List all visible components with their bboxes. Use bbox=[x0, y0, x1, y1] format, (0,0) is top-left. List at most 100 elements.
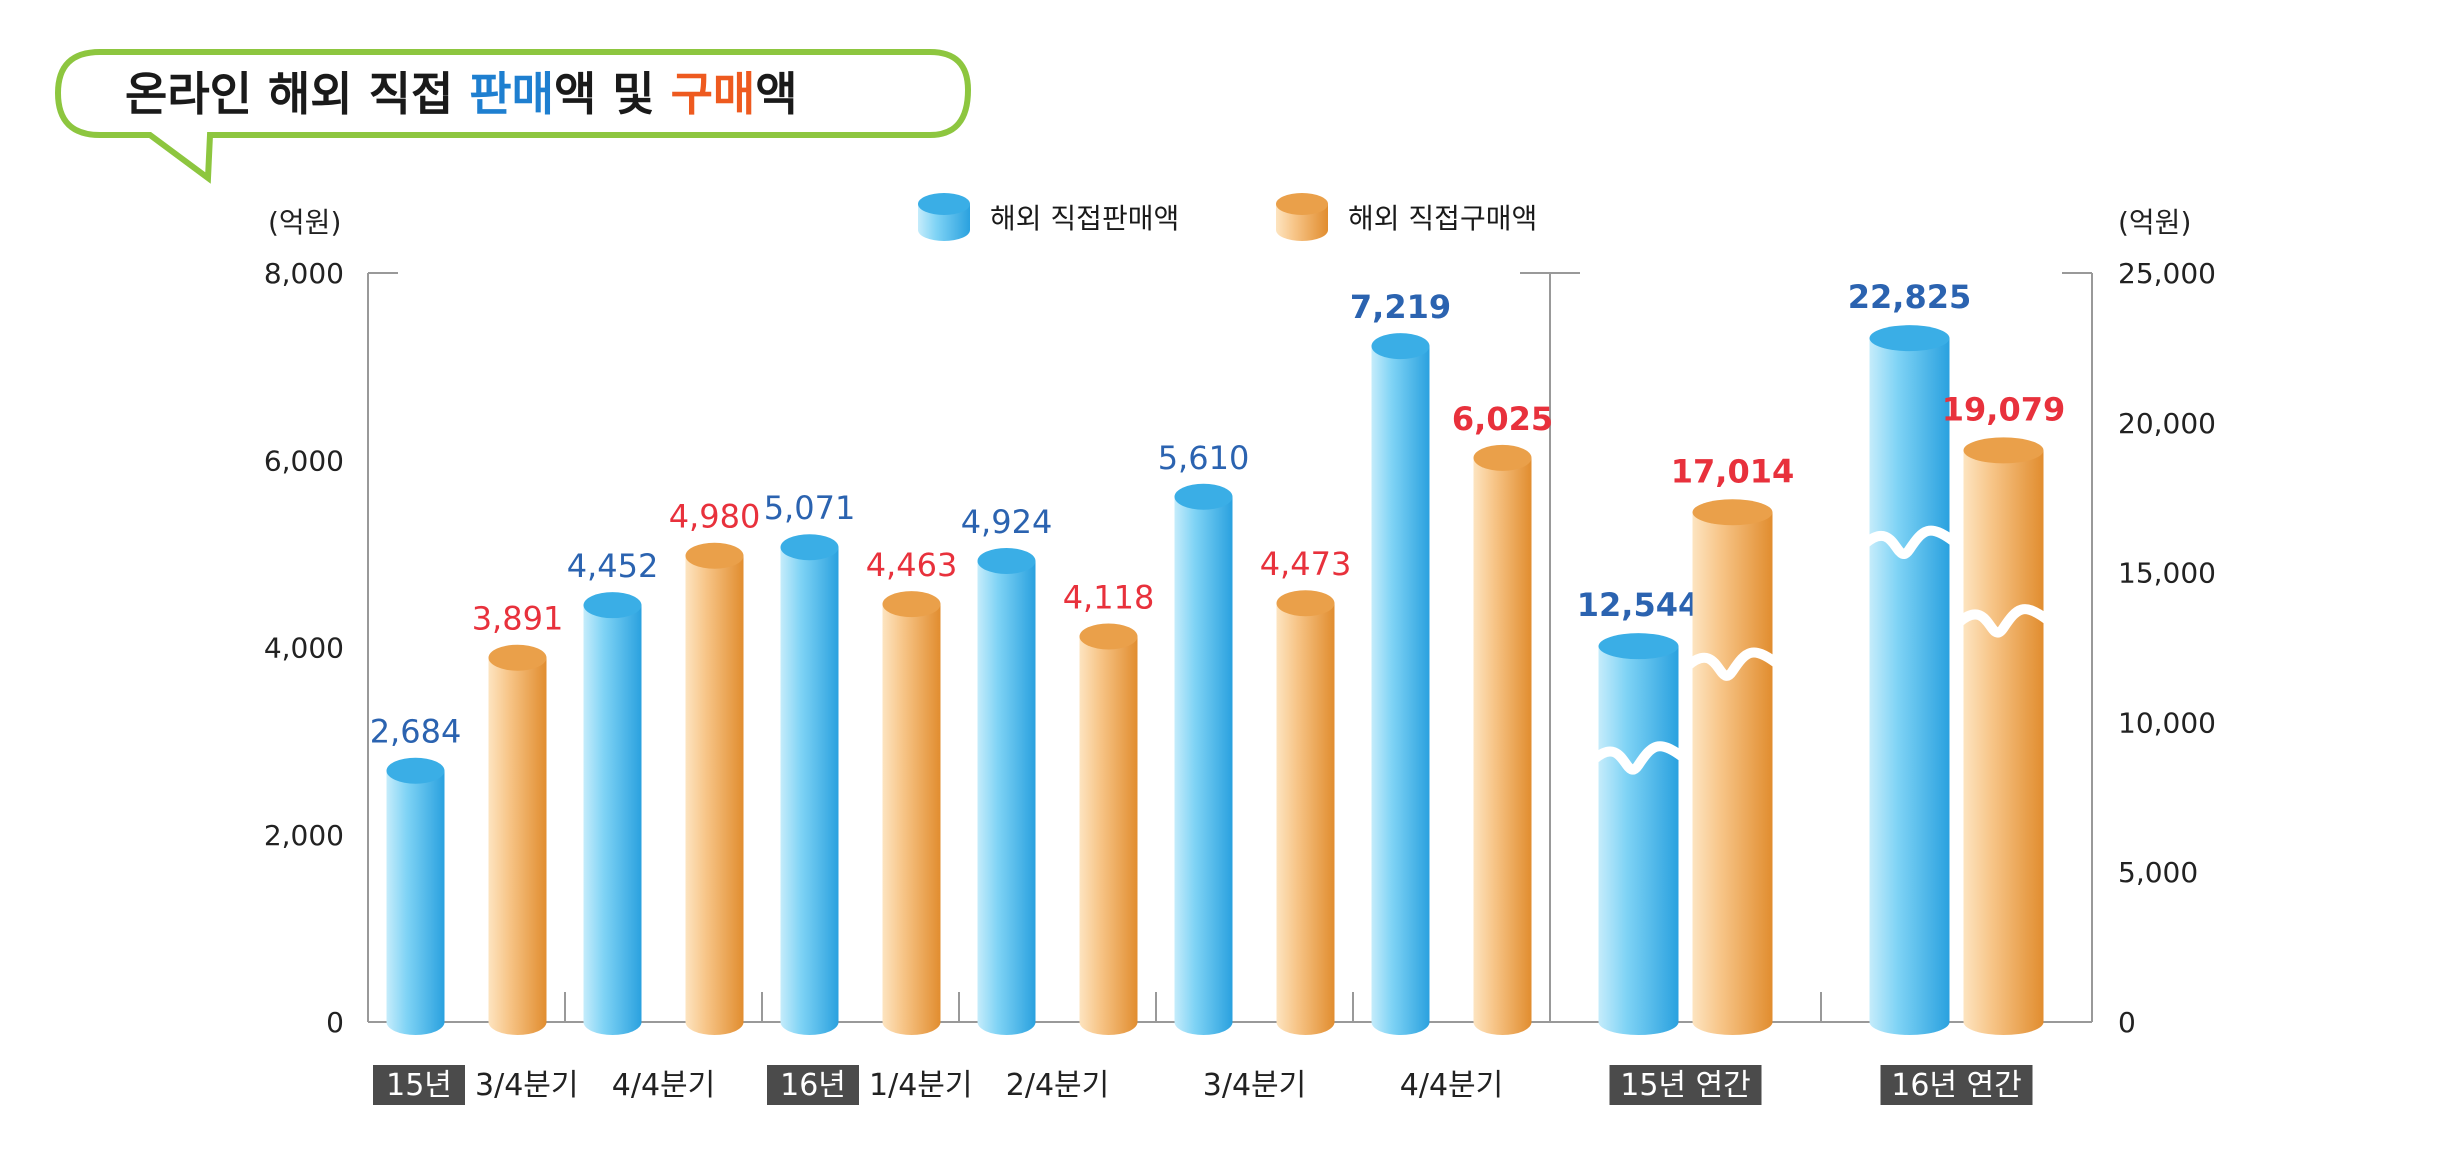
left-tick-label: 8,000 bbox=[264, 257, 344, 290]
bar-purchase bbox=[488, 644, 547, 1035]
legend-swatch-purchase-top bbox=[1276, 193, 1328, 215]
bar-purchase-base bbox=[685, 1009, 744, 1035]
bar-purchase-annual-axis-break bbox=[1685, 647, 1780, 681]
category-label-tag: 15년 bbox=[386, 1068, 452, 1103]
bar-sales-body bbox=[1174, 496, 1233, 1022]
bar-purchase-annual-axis-break bbox=[1956, 604, 2051, 638]
bar-sales-annual-top bbox=[1598, 633, 1679, 660]
bar-purchase-body bbox=[1473, 457, 1532, 1022]
bar-sales-annual-top bbox=[1869, 325, 1950, 352]
category-label-annual-tag: 15년 연간 bbox=[1620, 1068, 1751, 1103]
bar-purchase-annual bbox=[1956, 437, 2051, 1035]
legend-item-sales: 해외 직접판매액 bbox=[918, 193, 1179, 241]
bar-sales-annual-body bbox=[1598, 646, 1679, 1022]
category-label-text: 4/4분기 bbox=[1400, 1068, 1503, 1103]
bar-purchase-top bbox=[488, 644, 547, 671]
bar-purchase-base bbox=[882, 1009, 941, 1035]
bar-purchase-top bbox=[685, 542, 744, 569]
bar-sales bbox=[386, 757, 445, 1035]
category-label: 4/4분기 bbox=[1400, 1068, 1503, 1103]
bar-purchase-annual-body bbox=[1692, 512, 1773, 1022]
bar-sales-base bbox=[1371, 1009, 1430, 1035]
data-label-purchase: 4,118 bbox=[1063, 578, 1155, 616]
bar-purchase-top bbox=[1276, 590, 1335, 617]
category-label-tag: 16년 bbox=[780, 1068, 846, 1103]
bar-sales-annual bbox=[1591, 633, 1686, 1035]
legend-item-purchase: 해외 직접구매액 bbox=[1276, 193, 1537, 241]
legend: 해외 직접판매액 해외 직접구매액 bbox=[918, 193, 1537, 241]
category-label-annual: 16년 연간 bbox=[1880, 1065, 2033, 1105]
title-part: 액 및 bbox=[554, 67, 671, 121]
bar-purchase-annual bbox=[1685, 499, 1780, 1035]
bar-purchase bbox=[685, 542, 744, 1035]
bar-purchase-body bbox=[1276, 603, 1335, 1022]
bar-sales bbox=[1174, 483, 1233, 1035]
bar-sales bbox=[583, 592, 642, 1035]
category-label-tag-bg bbox=[767, 1065, 859, 1105]
bar-purchase bbox=[1473, 444, 1532, 1035]
bar-sales-top bbox=[583, 592, 642, 619]
bar-sales bbox=[1371, 333, 1430, 1035]
category-label-annual-tag-bg bbox=[1880, 1065, 2033, 1105]
data-label-sales: 4,924 bbox=[961, 503, 1053, 541]
title-bubble-frame bbox=[54, 49, 972, 184]
category-label-text: 3/4분기 bbox=[475, 1068, 578, 1103]
data-label-sales-annual: 22,825 bbox=[1848, 278, 1971, 316]
right-tick-label: 20,000 bbox=[2118, 407, 2216, 440]
bar-sales-base bbox=[1174, 1009, 1233, 1035]
bar-sales-top bbox=[1174, 483, 1233, 510]
category-label-text: 2/4분기 bbox=[1006, 1068, 1109, 1103]
axes: 0 2,000 4,000 6,000 8,000 0 5,000 10,000 15,000 2… bbox=[264, 257, 2216, 1039]
right-axis-unit: (억원) bbox=[2118, 206, 2191, 239]
data-label-purchase: 3,891 bbox=[472, 600, 564, 638]
data-label-sales-annual: 12,544 bbox=[1577, 586, 1700, 624]
data-label-sales: 5,071 bbox=[764, 489, 856, 527]
bar-purchase-top bbox=[1473, 444, 1532, 471]
category-label: 2/4분기 bbox=[1006, 1068, 1109, 1103]
page-title: 온라인 해외 직접 판매액 및 구매액 bbox=[125, 67, 798, 121]
legend-swatch-purchase-base bbox=[1276, 219, 1328, 241]
bar-purchase-base bbox=[1473, 1009, 1532, 1035]
category-label-annual-tag: 16년 연간 bbox=[1891, 1068, 2022, 1103]
bar-sales-body bbox=[977, 560, 1036, 1022]
right-tick-label: 5,000 bbox=[2118, 856, 2198, 889]
data-label-sales: 5,610 bbox=[1158, 439, 1250, 477]
right-tick-label: 15,000 bbox=[2118, 557, 2216, 590]
category-labels: 15년 3/4분기 4/4분기 16년 1/4분기 2/4분기 3/4분기 4/4분기 15년 … bbox=[373, 1065, 2033, 1105]
right-tick-label: 25,000 bbox=[2118, 257, 2216, 290]
data-label-purchase-annual: 19,079 bbox=[1942, 390, 2065, 428]
bar-purchase-body bbox=[685, 555, 744, 1022]
left-tick-label: 2,000 bbox=[264, 819, 344, 852]
bar-sales-base bbox=[386, 1009, 445, 1035]
category-label-annual-tag-bg bbox=[1609, 1065, 1762, 1105]
right-tick-label: 0 bbox=[2118, 1006, 2136, 1039]
data-label-purchase-annual: 17,014 bbox=[1671, 452, 1794, 490]
bar-sales-annual-axis-break bbox=[1591, 741, 1686, 775]
bar-sales-body bbox=[1371, 346, 1430, 1023]
right-tick-label: 10,000 bbox=[2118, 706, 2216, 739]
bar-purchase-annual-body bbox=[1963, 450, 2044, 1022]
bar-purchase-top bbox=[1079, 623, 1138, 650]
bar-purchase-base bbox=[1079, 1009, 1138, 1035]
bar-purchase-annual-base bbox=[1692, 1009, 1773, 1035]
data-label-sales: 7,219 bbox=[1350, 288, 1451, 326]
left-tick-label: 0 bbox=[326, 1006, 344, 1039]
data-label-sales: 2,684 bbox=[370, 713, 462, 751]
title-part: 판매 bbox=[469, 67, 554, 121]
bar-purchase-annual-top bbox=[1692, 499, 1773, 526]
bar-purchase bbox=[1276, 590, 1335, 1035]
title-part: 액 bbox=[755, 67, 797, 121]
bar-sales-annual-body bbox=[1869, 338, 1950, 1023]
title-part: 구매 bbox=[671, 67, 756, 121]
bar-sales bbox=[977, 547, 1036, 1035]
bar-sales-body bbox=[583, 605, 642, 1022]
bar-sales-top bbox=[780, 534, 839, 561]
bar-purchase-body bbox=[882, 604, 941, 1022]
category-label: 3/4분기 bbox=[1203, 1068, 1306, 1103]
left-tick-label: 6,000 bbox=[264, 444, 344, 477]
bar-sales-base bbox=[583, 1009, 642, 1035]
bar-purchase bbox=[882, 591, 941, 1035]
data-label-purchase: 4,473 bbox=[1260, 545, 1352, 583]
